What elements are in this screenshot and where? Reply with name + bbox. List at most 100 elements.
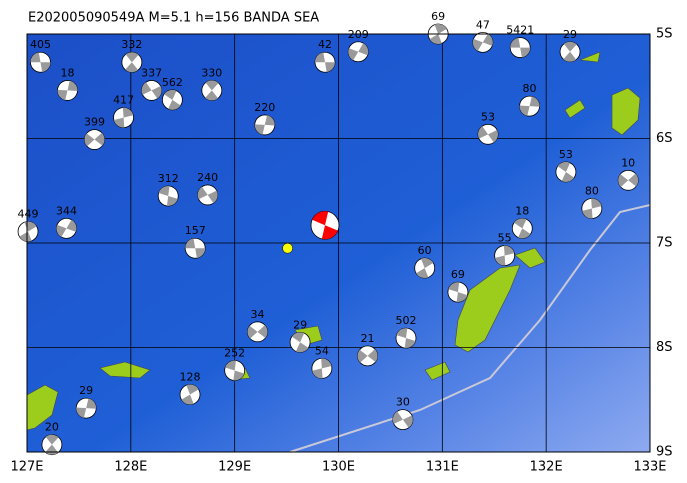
beachball-quadrant bbox=[225, 360, 236, 371]
depth-label: 330 bbox=[201, 66, 222, 79]
beachball-quadrant bbox=[514, 218, 527, 229]
beachball-quadrant bbox=[392, 411, 403, 424]
depth-label: 417 bbox=[113, 94, 134, 107]
beachball bbox=[121, 51, 143, 73]
depth-label: 337 bbox=[141, 66, 162, 79]
beachball bbox=[392, 409, 414, 431]
beachball bbox=[519, 95, 540, 117]
beachball bbox=[57, 80, 78, 101]
beachball-quadrant bbox=[472, 38, 483, 51]
lon-tick-label: 127E bbox=[10, 460, 43, 475]
beachball bbox=[357, 345, 378, 367]
beachball bbox=[509, 37, 531, 58]
beachball-quadrant bbox=[57, 89, 68, 101]
beachball bbox=[75, 397, 97, 419]
depth-label: 55 bbox=[498, 232, 512, 245]
depth-label: 449 bbox=[18, 208, 39, 221]
beachball-quadrant bbox=[321, 225, 338, 240]
depth-label: 502 bbox=[395, 314, 416, 327]
beachball-quadrant bbox=[84, 133, 95, 147]
depth-label: 18 bbox=[515, 204, 529, 217]
beachball-quadrant bbox=[404, 338, 416, 349]
beachball-quadrant bbox=[488, 130, 499, 143]
depth-label: 240 bbox=[197, 171, 218, 184]
beachball-quadrant bbox=[141, 82, 152, 95]
beachball bbox=[247, 321, 268, 343]
beachball-quadrant bbox=[86, 398, 97, 409]
beachball-quadrant bbox=[122, 107, 134, 118]
beachball-quadrant bbox=[94, 132, 105, 146]
lon-tick-label: 130E bbox=[322, 460, 355, 475]
beachball-quadrant bbox=[312, 211, 329, 226]
beachball-quadrant bbox=[186, 384, 199, 395]
depth-label: 344 bbox=[56, 204, 77, 217]
beachball-quadrant bbox=[125, 52, 139, 63]
beachball-quadrant bbox=[56, 224, 67, 238]
beachball bbox=[201, 80, 223, 101]
lat-tick-label: 6S bbox=[656, 131, 673, 146]
beachball-quadrant bbox=[295, 342, 309, 353]
beachball-quadrant bbox=[561, 171, 575, 182]
beachball-quadrant bbox=[367, 349, 378, 362]
beachball bbox=[289, 331, 311, 353]
beachball-quadrant bbox=[563, 51, 577, 62]
beachball bbox=[511, 217, 533, 239]
beachball-quadrant bbox=[254, 124, 265, 135]
beachball bbox=[30, 51, 51, 73]
beachball bbox=[254, 114, 276, 136]
beachball-quadrant bbox=[76, 407, 87, 418]
beachball bbox=[555, 161, 577, 183]
beachball-quadrant bbox=[557, 161, 571, 172]
epicenter bbox=[282, 242, 293, 254]
depth-label: 60 bbox=[418, 244, 432, 257]
beachball bbox=[472, 31, 494, 53]
depth-label: 157 bbox=[185, 224, 206, 237]
lon-tick-label: 129E bbox=[218, 460, 251, 475]
beachball-quadrant bbox=[67, 80, 78, 92]
beachball-quadrant bbox=[358, 43, 369, 56]
beachball-quadrant bbox=[40, 62, 51, 73]
map-title: E202005090549A M=5.1 h=156 BANDA SEA bbox=[28, 11, 319, 26]
trench bbox=[289, 204, 651, 453]
beachball-quadrant bbox=[520, 47, 531, 58]
beachball bbox=[184, 237, 206, 259]
beachball-quadrant bbox=[233, 370, 245, 381]
beachball bbox=[56, 217, 77, 239]
beachball bbox=[347, 41, 369, 63]
beachball-quadrant bbox=[563, 41, 577, 52]
beachball-quadrant bbox=[529, 96, 540, 107]
beachball bbox=[224, 360, 246, 381]
depth-label: 80 bbox=[585, 185, 599, 198]
beachball bbox=[141, 80, 163, 101]
beachball-quadrant bbox=[125, 62, 139, 73]
beachball bbox=[197, 184, 219, 206]
lat-tick-label: 9S bbox=[656, 445, 673, 460]
beachball bbox=[617, 169, 639, 191]
depth-label: 53 bbox=[481, 110, 495, 123]
beachball-quadrant bbox=[357, 349, 368, 363]
map-frame bbox=[26, 33, 651, 453]
depth-label: 220 bbox=[254, 101, 275, 114]
beachball-quadrant bbox=[478, 126, 489, 139]
depth-label: 332 bbox=[121, 38, 142, 51]
beachball-quadrant bbox=[518, 228, 531, 239]
beachball bbox=[113, 107, 134, 128]
beachball bbox=[161, 89, 183, 111]
beachball-quadrant bbox=[264, 115, 275, 126]
beachball-quadrant bbox=[325, 62, 336, 73]
depth-label: 405 bbox=[30, 38, 51, 51]
depth-label: 80 bbox=[523, 82, 537, 95]
depth-label: 69 bbox=[451, 268, 465, 281]
beachball bbox=[179, 384, 201, 405]
depth-label: 29 bbox=[79, 384, 93, 397]
depth-label: 20 bbox=[45, 421, 59, 434]
beachball-quadrant bbox=[396, 328, 408, 339]
beachball-quadrant bbox=[151, 86, 162, 99]
depth-label: 21 bbox=[361, 332, 375, 345]
beachball bbox=[314, 51, 336, 73]
beachball-quadrant bbox=[158, 185, 170, 196]
depth-label: 53 bbox=[559, 148, 573, 161]
lon-tick-label: 132E bbox=[530, 460, 563, 475]
beachball-quadrant bbox=[348, 48, 359, 61]
beachball-quadrant bbox=[185, 238, 196, 249]
